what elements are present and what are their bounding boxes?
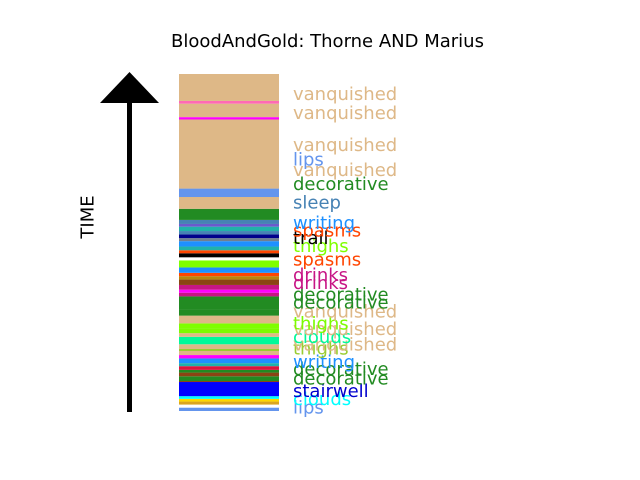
timeline-segment bbox=[179, 358, 279, 364]
timeline-segment bbox=[179, 267, 279, 273]
timeline-bar bbox=[179, 74, 279, 411]
timeline-label: writing bbox=[293, 213, 355, 234]
timeline-segment bbox=[179, 257, 279, 261]
chart-title: BloodAndGold: Thorne AND Marius bbox=[171, 31, 484, 52]
timeline-label: writing bbox=[293, 352, 355, 373]
timeline-segment bbox=[179, 272, 279, 277]
timeline-segment bbox=[179, 74, 279, 101]
timeline-label: lips bbox=[293, 150, 324, 171]
timeline-segment bbox=[179, 396, 279, 399]
timeline-segment bbox=[179, 369, 279, 373]
timeline-segment bbox=[179, 279, 279, 285]
timeline-label: lips bbox=[293, 398, 324, 419]
timeline-segment bbox=[179, 382, 279, 397]
timeline-label: thighs bbox=[293, 236, 349, 257]
timeline-label: clouds bbox=[293, 327, 351, 348]
timeline-label: decorative bbox=[293, 369, 389, 390]
timeline-segment bbox=[179, 253, 279, 258]
timeline-label: sleep bbox=[293, 193, 341, 214]
timeline-label: drinks bbox=[293, 273, 348, 294]
timeline-segment bbox=[179, 381, 279, 383]
timeline-labels: lipscloudsstairwelldecorativedecorativew… bbox=[293, 84, 397, 418]
timeline-label: decorative bbox=[293, 174, 389, 195]
timeline-segment bbox=[179, 289, 279, 293]
timeline-segment bbox=[179, 284, 279, 290]
timeline-segment bbox=[179, 260, 279, 268]
timeline-segment bbox=[179, 348, 279, 352]
timeline-label: thighs bbox=[293, 338, 349, 359]
timeline-segment bbox=[179, 226, 279, 232]
timeline-label: vanquished bbox=[293, 301, 397, 322]
timeline-segment bbox=[179, 363, 279, 367]
timeline-segment bbox=[179, 246, 279, 251]
timeline-segment bbox=[179, 231, 279, 235]
time-arrow bbox=[100, 72, 159, 412]
timeline-label: clouds bbox=[293, 389, 351, 410]
timeline-label: decorative bbox=[293, 359, 389, 380]
timeline-segment bbox=[179, 372, 279, 377]
timeline-segment bbox=[179, 250, 279, 254]
timeline-segment bbox=[179, 100, 279, 104]
timeline-segment bbox=[179, 238, 279, 242]
timeline-segment bbox=[179, 323, 279, 329]
timeline-segment bbox=[179, 223, 279, 227]
timeline-label: spasms bbox=[293, 249, 361, 270]
timeline-segment bbox=[179, 208, 279, 220]
timeline-segment bbox=[179, 366, 279, 370]
timeline-label: drinks bbox=[293, 265, 348, 286]
timeline-segment bbox=[179, 401, 279, 405]
timeline-label: vanquished bbox=[293, 84, 397, 105]
timeline-segment bbox=[179, 315, 279, 324]
timeline-segment bbox=[179, 296, 279, 310]
timeline-segment bbox=[179, 234, 279, 239]
timeline-label: vanquished bbox=[293, 103, 397, 124]
timeline-label: vanquished bbox=[293, 319, 397, 340]
timeline-segment bbox=[179, 398, 279, 402]
timeline-segment bbox=[179, 333, 279, 337]
timeline-label: thighs bbox=[293, 313, 349, 334]
timeline-label: stairwell bbox=[293, 381, 369, 402]
timeline-segment bbox=[179, 344, 279, 349]
timeline-segment bbox=[179, 376, 279, 382]
timeline-segment bbox=[179, 103, 279, 118]
timeline-segment bbox=[179, 197, 279, 209]
timeline-segment bbox=[179, 351, 279, 356]
timeline-label: decorative bbox=[293, 292, 389, 313]
time-arrow-head bbox=[100, 72, 159, 103]
timeline-label: trail bbox=[293, 228, 329, 249]
timeline-segment bbox=[179, 355, 279, 359]
timeline-label: spasms bbox=[293, 220, 361, 241]
timeline-segment bbox=[179, 117, 279, 120]
timeline-segment bbox=[179, 119, 279, 189]
timeline-segment bbox=[179, 336, 279, 345]
timeline-segment bbox=[179, 241, 279, 247]
timeline-segment bbox=[179, 276, 279, 280]
timeline-label: decorative bbox=[293, 284, 389, 305]
timeline-segment bbox=[179, 188, 279, 198]
timeline-label: vanquished bbox=[293, 334, 397, 355]
timeline-segment bbox=[179, 292, 279, 297]
timeline-segment bbox=[179, 219, 279, 224]
timeline-segment bbox=[179, 309, 279, 316]
timeline-label: vanquished bbox=[293, 135, 397, 156]
timeline-segment bbox=[179, 328, 279, 334]
timeline-segment bbox=[179, 407, 279, 411]
timeline-segment bbox=[179, 404, 279, 408]
timeline-label: vanquished bbox=[293, 160, 397, 181]
